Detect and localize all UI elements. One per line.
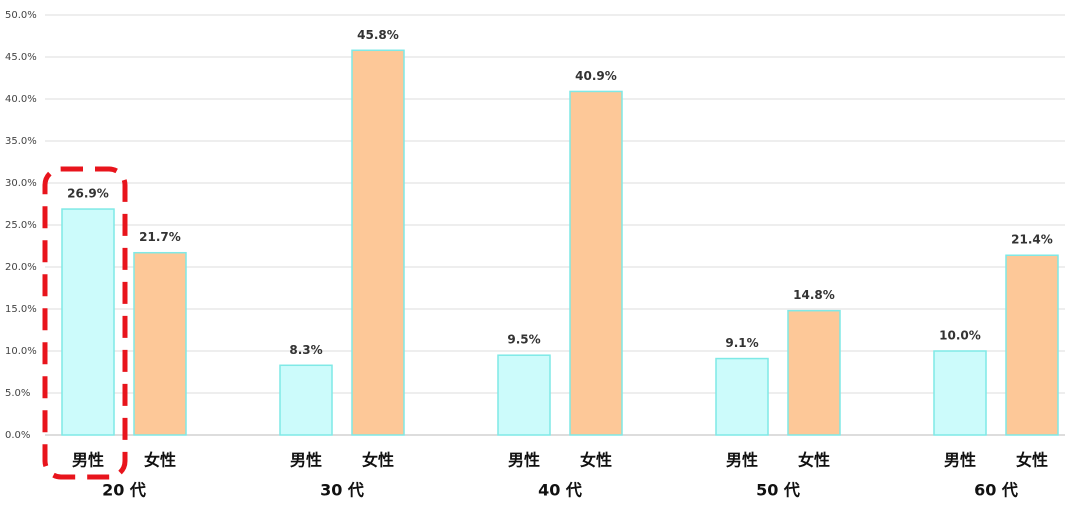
y-tick-label: 35.0%	[5, 136, 37, 147]
y-tick-label: 25.0%	[5, 220, 37, 231]
y-tick-label: 20.0%	[5, 262, 37, 273]
series-label: 男性	[508, 451, 540, 470]
series-label: 女性	[362, 451, 394, 470]
bar	[279, 364, 333, 436]
series-label: 男性	[290, 451, 322, 470]
series-label: 男性	[72, 451, 104, 470]
series-label: 男性	[944, 451, 976, 470]
bar	[133, 251, 187, 436]
bar	[351, 49, 405, 436]
value-label: 8.3%	[289, 343, 322, 357]
x-group-label: 30 代	[320, 481, 364, 500]
bar	[715, 357, 769, 436]
y-tick-label: 10.0%	[5, 346, 37, 357]
y-tick-label: 30.0%	[5, 178, 37, 189]
value-label: 14.8%	[793, 288, 835, 302]
bar	[569, 90, 623, 436]
y-tick-label: 45.0%	[5, 52, 37, 63]
series-label: 男性	[726, 451, 758, 470]
y-tick-label: 50.0%	[5, 10, 37, 21]
value-label: 40.9%	[575, 69, 617, 83]
series-label: 女性	[580, 451, 612, 470]
value-label: 9.1%	[725, 336, 758, 350]
bar	[497, 354, 551, 436]
x-group-label: 20 代	[102, 481, 146, 500]
value-label: 21.4%	[1011, 233, 1053, 247]
bar	[1005, 254, 1059, 436]
highlight-box	[42, 166, 128, 480]
value-label: 45.8%	[357, 28, 399, 42]
series-label: 女性	[1016, 451, 1048, 470]
y-tick-label: 40.0%	[5, 94, 37, 105]
y-tick-label: 5.0%	[5, 388, 30, 399]
y-tick-label: 15.0%	[5, 304, 37, 315]
bar	[61, 208, 115, 436]
x-group-label: 50 代	[756, 481, 800, 500]
y-tick-label: 0.0%	[5, 430, 30, 441]
value-label: 10.0%	[939, 329, 981, 343]
x-group-label: 40 代	[538, 481, 582, 500]
value-label: 26.9%	[67, 187, 109, 201]
bar	[933, 350, 987, 436]
series-label: 女性	[144, 451, 176, 470]
x-group-label: 60 代	[974, 481, 1018, 500]
series-label: 女性	[798, 451, 830, 470]
value-label: 21.7%	[139, 230, 181, 244]
value-label: 9.5%	[507, 333, 540, 347]
bar	[787, 309, 841, 436]
